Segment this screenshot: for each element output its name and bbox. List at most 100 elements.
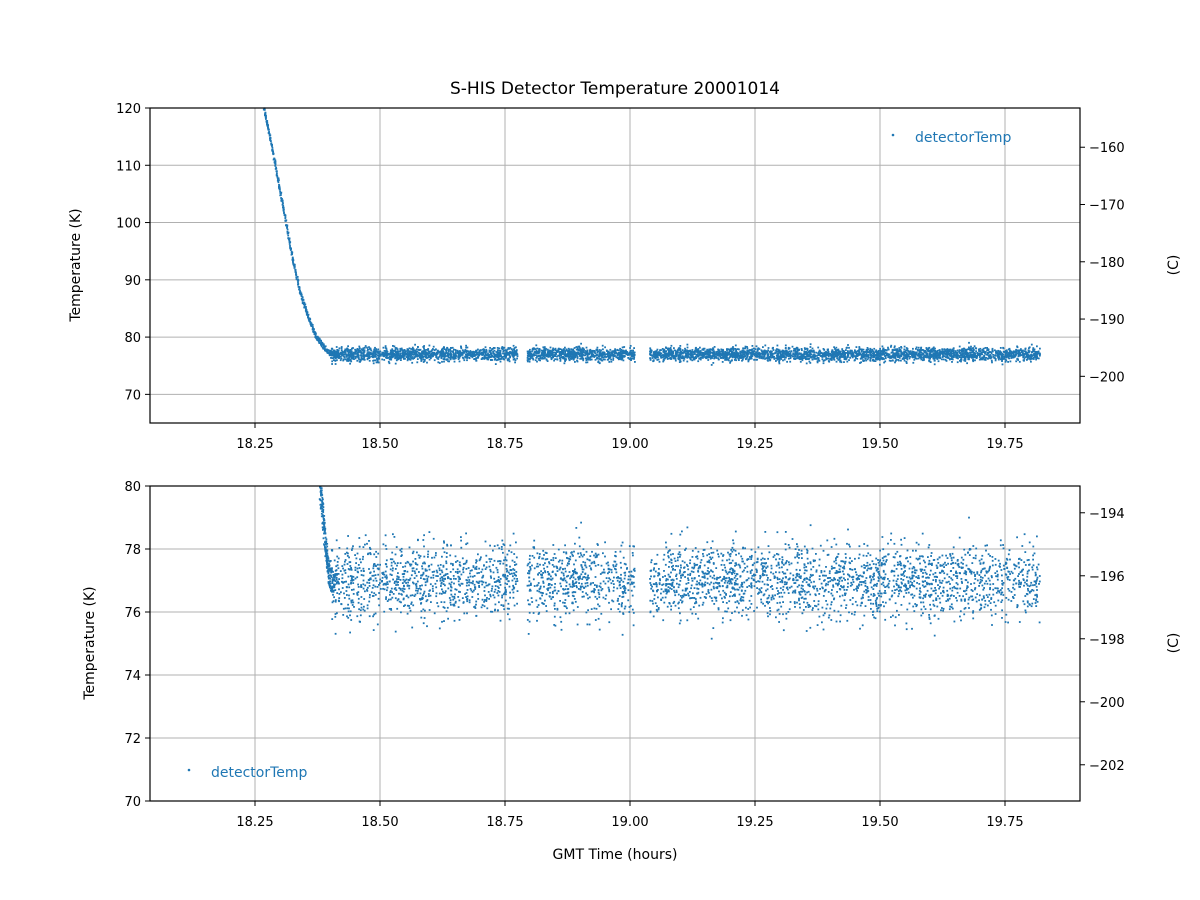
data-point xyxy=(423,353,426,355)
data-point xyxy=(789,356,792,358)
data-point xyxy=(443,352,445,355)
data-point xyxy=(388,358,391,361)
data-point xyxy=(729,349,732,351)
data-point xyxy=(512,344,515,347)
data-point xyxy=(767,357,769,360)
data-point xyxy=(754,348,757,350)
data-point xyxy=(375,353,378,356)
data-point xyxy=(462,351,464,354)
data-point xyxy=(267,128,270,131)
data-point xyxy=(898,347,901,349)
data-point xyxy=(954,350,957,352)
data-point xyxy=(868,349,871,352)
data-point xyxy=(753,358,755,361)
data-point xyxy=(454,355,457,358)
data-point xyxy=(814,354,817,357)
data-point xyxy=(953,353,956,356)
data-point xyxy=(579,349,582,352)
data-point xyxy=(272,153,275,156)
data-point xyxy=(430,350,433,353)
data-point xyxy=(978,348,980,351)
data-point xyxy=(779,350,782,353)
data-point xyxy=(288,241,291,244)
data-point xyxy=(1010,354,1012,356)
data-point xyxy=(671,353,674,356)
data-point xyxy=(822,348,825,350)
data-point xyxy=(477,348,479,351)
data-point xyxy=(852,352,855,355)
data-point xyxy=(762,352,765,355)
data-point xyxy=(303,301,305,304)
data-point xyxy=(455,355,458,357)
data-point xyxy=(568,356,571,359)
data-point xyxy=(746,351,749,354)
data-point xyxy=(957,357,959,360)
data-point xyxy=(769,359,771,362)
data-point xyxy=(495,359,498,362)
data-point xyxy=(445,358,448,361)
data-point xyxy=(737,357,740,360)
data-point xyxy=(755,358,757,361)
data-point xyxy=(389,356,391,358)
data-point xyxy=(659,349,661,352)
data-point xyxy=(507,357,510,360)
data-point xyxy=(893,346,896,349)
data-point xyxy=(843,353,845,355)
data-point xyxy=(418,351,420,354)
data-point xyxy=(368,346,370,348)
data-point xyxy=(280,192,282,195)
data-point xyxy=(573,353,576,356)
data-point xyxy=(356,351,359,354)
data-point xyxy=(909,355,912,358)
data-point xyxy=(307,313,310,316)
data-point xyxy=(265,118,267,120)
data-point xyxy=(395,351,398,354)
data-point xyxy=(1001,354,1004,356)
data-point xyxy=(453,357,455,360)
data-point xyxy=(322,343,325,346)
data-point xyxy=(1032,357,1035,360)
data-point xyxy=(498,352,501,354)
data-point xyxy=(465,355,468,358)
data-point xyxy=(697,360,700,363)
data-point xyxy=(844,358,847,360)
data-point xyxy=(726,348,728,350)
data-point xyxy=(723,352,726,355)
data-point xyxy=(269,134,272,137)
data-point xyxy=(660,352,663,355)
data-point xyxy=(310,325,313,327)
data-point xyxy=(888,359,891,362)
data-point xyxy=(569,353,572,355)
data-point xyxy=(336,350,339,352)
data-point xyxy=(841,356,844,358)
data-point xyxy=(445,350,448,352)
data-point xyxy=(887,356,890,358)
data-point xyxy=(616,354,619,357)
data-point xyxy=(498,357,500,360)
data-point xyxy=(788,350,791,353)
data-point xyxy=(558,354,561,356)
data-point xyxy=(1032,347,1035,349)
data-point xyxy=(903,350,905,353)
data-point xyxy=(359,358,362,361)
data-point xyxy=(603,356,606,358)
data-point xyxy=(581,351,584,354)
data-point xyxy=(506,359,509,361)
data-point xyxy=(817,357,820,359)
data-point xyxy=(454,353,457,355)
data-point xyxy=(563,357,566,360)
data-point xyxy=(666,358,669,360)
data-point xyxy=(732,346,734,348)
data-point xyxy=(493,349,496,352)
data-point xyxy=(862,351,865,353)
data-point xyxy=(437,349,439,352)
data-point xyxy=(798,353,801,355)
data-point xyxy=(442,358,445,360)
data-point xyxy=(961,355,964,358)
data-point xyxy=(358,345,361,348)
data-point xyxy=(825,357,827,359)
data-point xyxy=(809,351,811,354)
data-point xyxy=(620,348,623,351)
data-point xyxy=(805,362,808,365)
data-point xyxy=(343,353,346,356)
